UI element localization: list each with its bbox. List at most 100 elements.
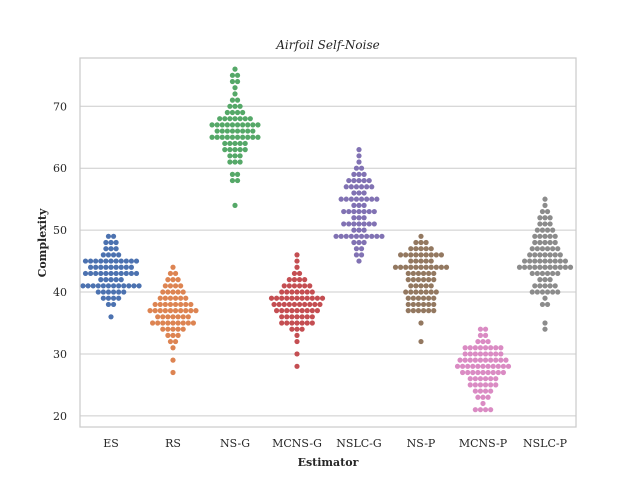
data-point <box>557 264 563 270</box>
data-point <box>234 177 241 184</box>
data-point <box>162 308 168 314</box>
data-point <box>364 196 370 202</box>
data-point <box>423 264 429 270</box>
data-point <box>108 258 114 264</box>
data-point <box>539 208 546 215</box>
data-point <box>284 295 290 301</box>
data-point <box>178 308 184 314</box>
data-point <box>110 289 117 295</box>
data-point <box>227 159 233 165</box>
data-point <box>121 283 127 289</box>
data-point <box>294 258 300 264</box>
data-point <box>552 283 558 289</box>
data-point <box>157 301 163 308</box>
y-axis-title: Complexity <box>36 208 49 277</box>
data-point <box>544 301 551 308</box>
data-point <box>116 252 122 258</box>
data-point <box>219 122 225 128</box>
data-point <box>405 270 411 277</box>
data-point <box>547 252 553 258</box>
data-point <box>348 196 354 202</box>
data-point <box>428 264 434 270</box>
data-point <box>294 326 300 332</box>
data-point <box>529 270 535 277</box>
data-point <box>268 295 275 301</box>
data-point <box>110 283 117 289</box>
data-point <box>500 369 506 376</box>
data-point <box>110 252 117 258</box>
data-point <box>552 252 558 258</box>
data-point <box>423 252 429 258</box>
y-tick-label: 20 <box>53 410 67 423</box>
data-point <box>480 363 486 369</box>
data-point <box>438 252 444 258</box>
data-point <box>534 227 540 233</box>
data-point <box>408 264 414 270</box>
data-point <box>289 289 295 295</box>
data-point <box>309 320 315 326</box>
data-point <box>353 165 360 171</box>
data-point <box>105 252 112 258</box>
data-point <box>369 196 375 202</box>
data-point <box>304 295 310 301</box>
data-point <box>80 283 86 289</box>
data-point <box>488 351 494 357</box>
data-point <box>209 134 215 140</box>
data-point <box>477 382 484 388</box>
data-point <box>423 289 429 295</box>
data-point <box>232 66 238 72</box>
data-point <box>234 97 241 103</box>
data-point <box>351 190 357 196</box>
data-point <box>550 246 556 252</box>
data-point <box>353 196 360 202</box>
data-point <box>418 233 424 239</box>
data-point <box>291 283 298 289</box>
data-point <box>542 277 548 283</box>
data-point <box>488 407 494 413</box>
data-point <box>488 388 494 394</box>
data-point <box>229 128 236 134</box>
data-point <box>418 320 424 326</box>
data-point <box>547 233 553 239</box>
data-point <box>482 326 489 332</box>
data-point <box>232 103 238 109</box>
data-point <box>351 215 357 221</box>
data-point <box>472 388 478 394</box>
x-tick-label: ES <box>103 437 119 450</box>
data-point <box>433 289 439 295</box>
data-point <box>175 326 181 332</box>
data-point <box>358 165 365 171</box>
data-point <box>457 357 463 363</box>
data-point <box>178 283 184 289</box>
data-point <box>234 171 241 177</box>
data-point <box>237 116 243 122</box>
data-point <box>470 369 476 376</box>
data-point <box>294 351 300 357</box>
data-point <box>552 239 558 246</box>
data-point <box>170 277 176 283</box>
data-point <box>214 128 220 134</box>
data-point <box>356 215 362 221</box>
x-tick-label: NSLC-P <box>523 437 568 450</box>
data-point <box>105 289 112 295</box>
data-point <box>100 283 106 289</box>
data-point <box>493 351 499 357</box>
data-point <box>550 289 556 295</box>
data-point <box>527 264 533 270</box>
data-point <box>240 134 246 140</box>
data-point <box>547 264 553 270</box>
data-point <box>116 289 122 295</box>
data-point <box>98 258 104 264</box>
data-point <box>172 301 179 308</box>
data-point <box>500 363 506 369</box>
data-point <box>299 308 305 314</box>
data-point <box>274 308 280 314</box>
data-point <box>222 116 228 122</box>
data-point <box>477 326 484 332</box>
data-point <box>539 227 546 233</box>
data-point <box>493 376 499 382</box>
data-point <box>294 314 300 320</box>
data-point <box>162 283 168 289</box>
data-point <box>366 221 372 227</box>
